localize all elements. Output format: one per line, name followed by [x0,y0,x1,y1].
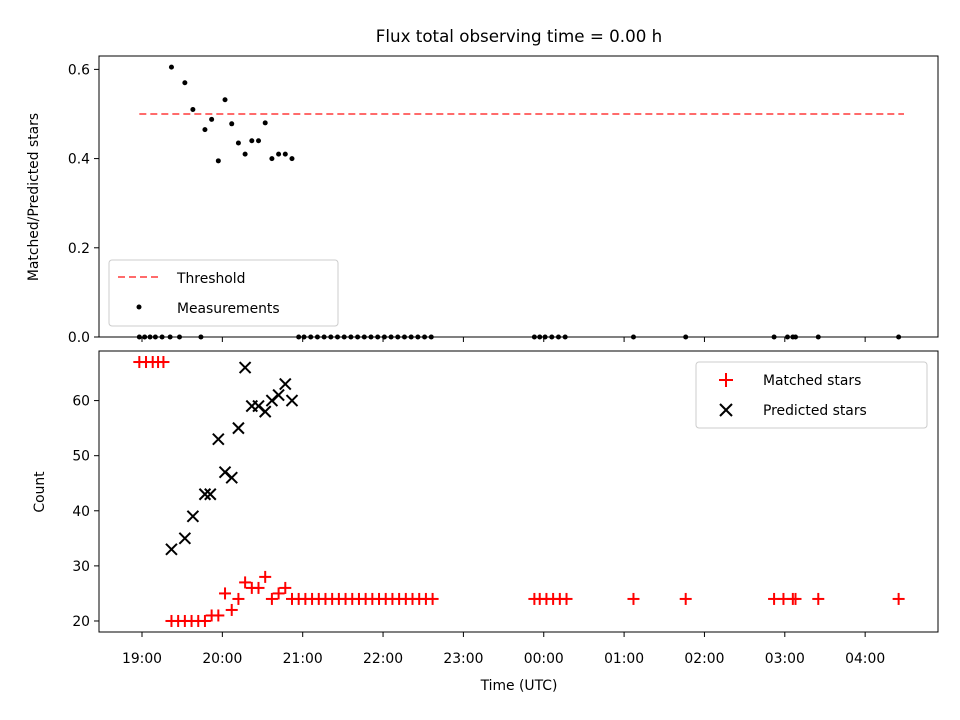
predicted-star-point [198,488,212,501]
measurement-point [276,151,282,157]
top-y-tick-label: 0.2 [68,241,90,257]
x-tick-label: 03:00 [765,651,805,667]
matched-star-point [212,609,225,622]
x-tick-label: 00:00 [524,651,564,667]
bottom-legend: Matched stars Predicted stars [695,361,928,429]
x-tick-label: 02:00 [684,651,724,667]
matched-star-point [157,356,170,369]
top-y-ticks: 0.0 0.2 0.4 0.6 [68,62,99,346]
predicted-star-point [279,377,292,391]
predicted-legend-swatch [719,403,733,417]
measurement-point [269,156,275,162]
bottom-y-tick-label: 20 [72,614,90,630]
matched-star-point [225,603,238,616]
bottom-y-tick-label: 30 [72,559,90,575]
matched-star-point [789,592,802,605]
bottom-x-ticks: 19:00 20:00 21:00 22:00 23:00 00:00 01:00 02:00… [122,632,885,667]
matched-star-point [279,581,292,594]
measurement-point [242,151,248,157]
predicted-star-point [186,510,200,523]
matched-legend-swatch [719,373,733,387]
bottom-y-axis-label: Count [32,471,48,513]
matched-star-point [219,587,232,600]
x-tick-label: 22:00 [363,651,403,667]
predicted-star-point [232,421,245,435]
top-data-points [136,64,904,340]
x-tick-label: 01:00 [604,651,644,667]
matched-star-point [426,592,439,605]
matched-star-point [232,592,245,605]
x-axis-label: Time (UTC) [480,678,558,694]
matched-star-point [892,592,905,605]
bottom-panel: 20 30 40 50 60 19:00 20:00 21:00 22:00 23:00 00:0… [32,350,939,694]
x-tick-label: 19:00 [122,651,162,667]
measurements-legend-swatch [136,304,142,310]
measurement-point [222,97,228,103]
matched-star-point [252,581,265,594]
matched-star-point [627,592,640,605]
top-panel: 0.0 0.2 0.4 0.6 Matched/Predicted stars Thr… [26,55,939,346]
top-y-tick-label: 0.4 [68,152,90,168]
top-x-ticks [141,337,866,342]
bottom-axes-frame [98,350,939,633]
matched-star-point [265,592,278,605]
matched-star-point [259,570,272,583]
predicted-star-point [212,432,225,446]
top-y-axis-label: Matched/Predicted stars [26,113,42,281]
top-legend: Threshold Measurements [108,259,339,327]
top-axes-frame [98,55,939,338]
top-legend-box [108,259,339,327]
measurement-point [235,140,241,146]
x-tick-label: 23:00 [443,651,483,667]
measurement-point [249,138,255,144]
bottom-y-tick-label: 40 [72,504,90,520]
predicted-star-point [258,405,272,418]
predicted-star-point [178,532,192,545]
x-tick-label: 20:00 [202,651,242,667]
measurement-point [209,116,215,122]
measurement-point [190,107,196,113]
predicted-star-point [238,361,252,374]
matched-star-point [272,587,285,600]
measurement-point [202,127,208,133]
measurement-point [289,156,295,162]
measurement-point [215,158,221,164]
matched-star-point [679,592,692,605]
predicted-star-point [285,394,299,407]
bottom-y-tick-label: 60 [72,394,90,410]
matched-legend-label: Matched stars [763,373,861,389]
matched-star-point [812,592,825,605]
measurements-legend-label: Measurements [177,301,280,317]
measurement-point [282,151,288,157]
bottom-legend-box [695,361,928,429]
measurement-point [256,138,262,144]
x-tick-label: 21:00 [283,651,323,667]
x-tick-label: 04:00 [845,651,885,667]
predicted-star-point [165,543,178,556]
measurement-point [262,120,268,126]
top-y-tick-label: 0.6 [68,62,90,78]
predicted-legend-label: Predicted stars [763,403,867,419]
bottom-y-tick-label: 50 [72,449,90,465]
bottom-y-ticks: 20 30 40 50 60 [72,394,99,630]
matched-star-point [198,614,211,627]
matched-star-point [239,576,252,589]
matched-star-point [560,592,573,605]
predicted-star-point [204,488,217,501]
bottom-data-points [133,356,905,627]
top-y-tick-label: 0.0 [68,330,90,346]
chart-title: Flux total observing time = 0.00 h [376,26,662,46]
predicted-star-point [225,471,238,484]
predicted-star-point [272,388,285,402]
threshold-legend-label: Threshold [176,271,245,287]
measurement-point [168,64,174,70]
measurement-point [229,121,235,127]
measurement-point [182,80,188,86]
